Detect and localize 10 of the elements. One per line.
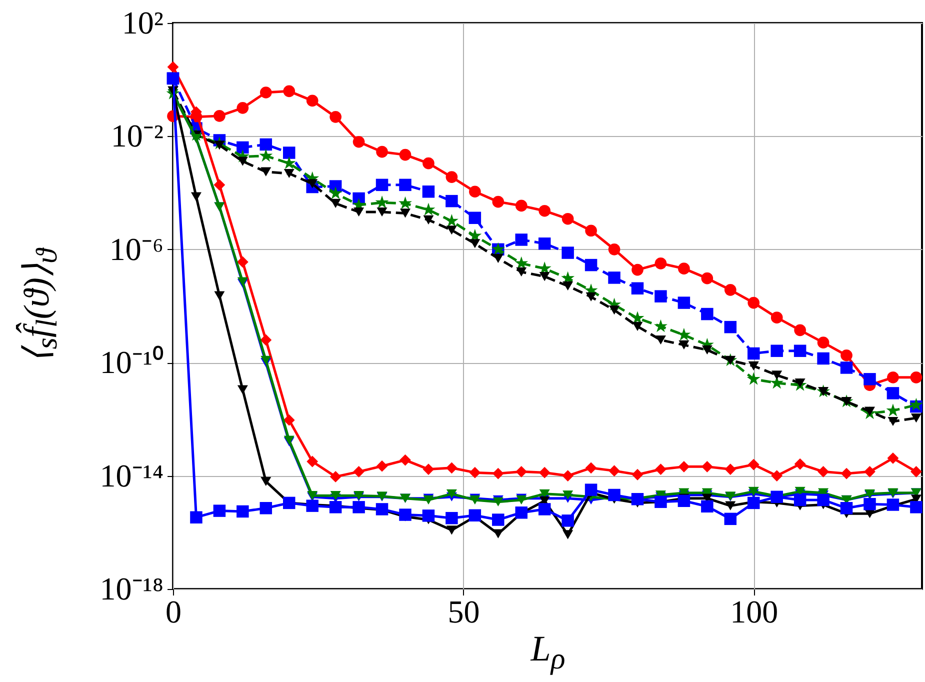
x-tick-label: 100 [730, 594, 778, 630]
y-tick-label: 10⁻¹⁰ [100, 344, 164, 380]
y-tick-label: 10⁻² [110, 118, 164, 154]
x-tick-label: 0 [166, 594, 182, 630]
y-tick-label: 10⁻⁶ [109, 230, 164, 267]
y-tick-label: 10⁻¹⁸ [100, 570, 164, 606]
x-tick-label: 50 [448, 594, 480, 630]
x-axis-title: L$_{ρ}$ [530, 627, 566, 677]
y-tick-label: 10² [122, 4, 164, 40]
y-tick-label: 10⁻¹⁴ [100, 457, 164, 494]
